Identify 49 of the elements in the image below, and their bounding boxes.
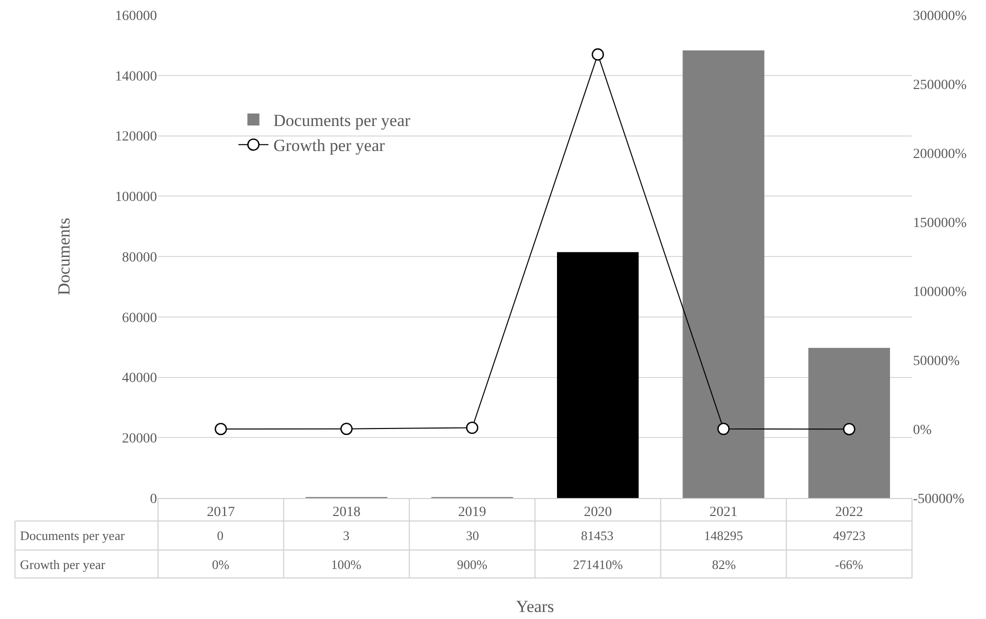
data-label: 148295: [704, 528, 743, 543]
data-label: 81453: [581, 528, 614, 543]
y-tick-label: 120000: [115, 130, 157, 145]
data-label: 82%: [712, 557, 736, 572]
legend-label: Documents per year: [273, 111, 411, 130]
x-tick-label: 2021: [710, 504, 738, 520]
y2-tick-label: 0%: [913, 422, 932, 438]
y2-tick-label: 150000%: [913, 216, 967, 231]
data-label: 0: [217, 528, 224, 543]
point: [340, 422, 353, 436]
text: Growth per year: [20, 557, 106, 572]
x-tick-label: 2017: [206, 504, 235, 520]
x-tick-label: 2018: [332, 504, 360, 520]
bar: [556, 252, 639, 498]
y-axis-title: Documents: [54, 218, 74, 296]
data-label: 3: [343, 528, 350, 543]
point: [843, 422, 856, 436]
legend-label: Growth per year: [273, 136, 386, 156]
data-label: 49723: [833, 528, 866, 543]
bar: [682, 50, 764, 498]
y2-tick-label: 250000%: [913, 78, 967, 93]
y2-tick-label: 50000%: [913, 354, 960, 369]
y-tick-label: 60000: [122, 310, 157, 326]
data-label: 100%: [331, 557, 362, 572]
data-label: 0%: [212, 557, 230, 572]
y-tick-label: 160000: [115, 8, 157, 24]
y-tick-label: 80000: [122, 250, 157, 266]
y-tick-label: 20000: [122, 432, 157, 447]
y-tick-label: 100000: [115, 190, 157, 206]
data-label: 271410%: [573, 557, 623, 572]
bar: [808, 348, 890, 498]
point: [717, 422, 730, 436]
data-label: -66%: [835, 557, 864, 572]
y2-tick-label: -50000%: [913, 492, 965, 507]
y2-tick-label: 300000%: [913, 8, 967, 24]
y-tick-label: 0: [150, 492, 157, 507]
x-tick-label: 2020: [584, 504, 612, 520]
y-tick-label: 40000: [122, 371, 157, 386]
x-axis-title: Years: [516, 597, 554, 616]
data-label: 30: [466, 528, 479, 543]
y-tick-label: 140000: [115, 69, 157, 84]
x-tick-label: 2022: [835, 504, 864, 520]
text: Documents per year: [20, 528, 125, 543]
point: [592, 48, 604, 61]
y2-tick-label: 100000%: [913, 284, 967, 300]
point: [466, 422, 478, 434]
y2-tick-label: 200000%: [913, 146, 967, 162]
data-label: 900%: [457, 557, 488, 572]
x-tick-label: 2019: [458, 504, 486, 520]
